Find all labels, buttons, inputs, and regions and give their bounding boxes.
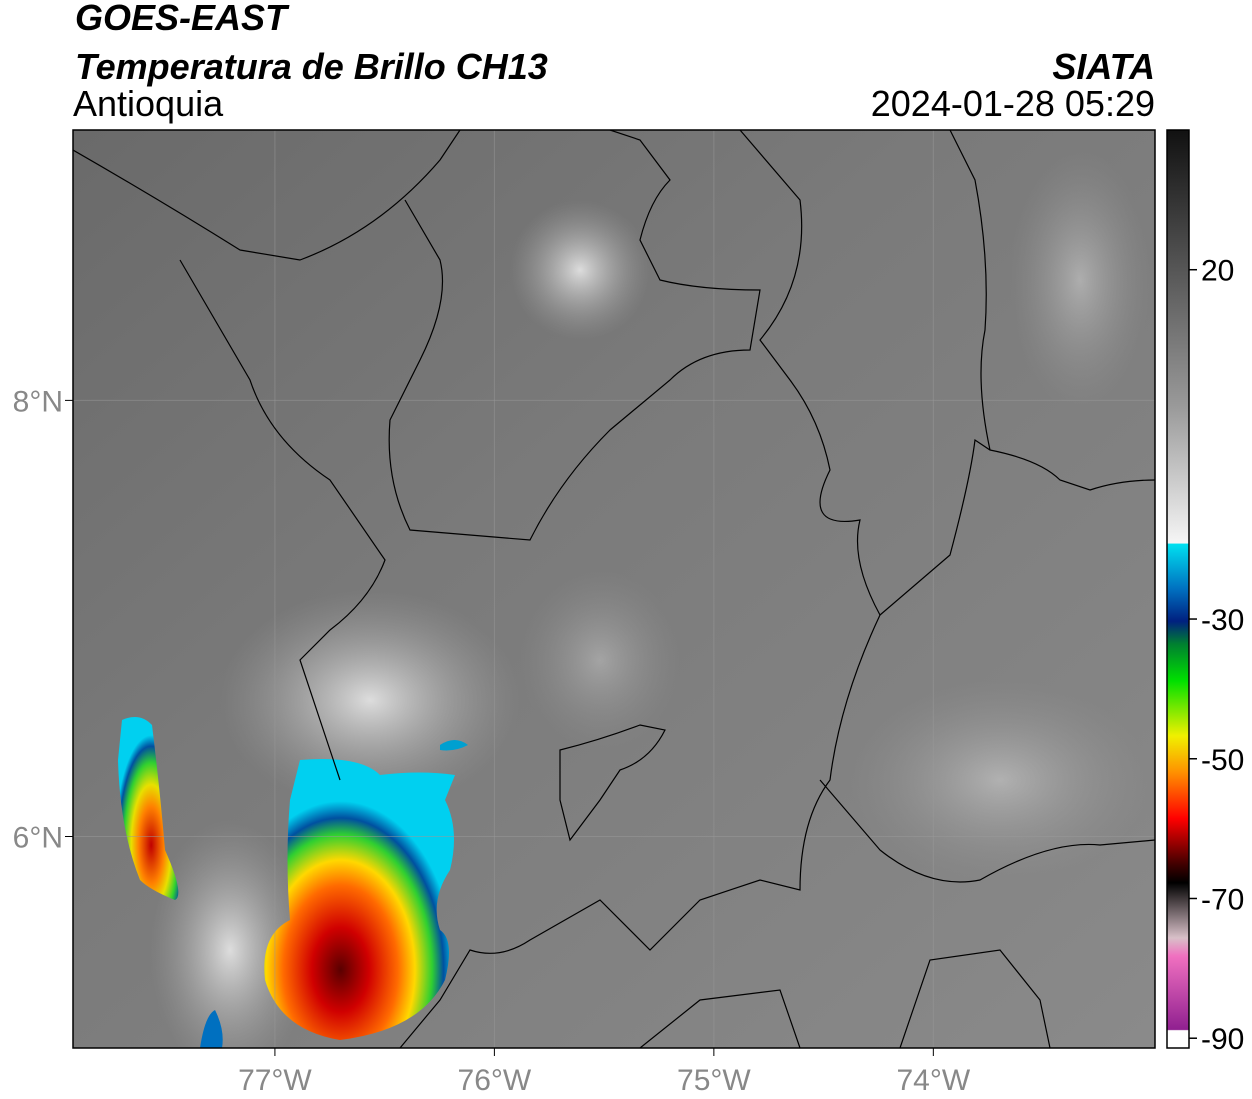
cloud xyxy=(220,590,520,810)
lon-label: 75°W xyxy=(677,1064,751,1097)
title: GOES-EAST xyxy=(75,0,290,38)
border xyxy=(739,130,1155,616)
border xyxy=(819,779,1155,883)
colorbar-label: -90 xyxy=(1201,1023,1244,1056)
lat-label: 8°N xyxy=(13,385,63,418)
colorbar xyxy=(1166,129,1190,1049)
lon-label: 74°W xyxy=(896,1064,970,1097)
storm-cell xyxy=(200,1010,223,1048)
border xyxy=(559,724,666,842)
colorbar-label: -70 xyxy=(1201,883,1244,916)
cloud xyxy=(510,200,650,340)
source: SIATA xyxy=(1052,46,1155,87)
map-frame xyxy=(72,129,1156,1049)
datetime: 2024-01-28 05:29 xyxy=(871,83,1155,124)
storm-cell xyxy=(440,740,468,751)
border xyxy=(399,614,881,1048)
lat-label: 6°N xyxy=(13,821,63,854)
cloud xyxy=(520,570,680,750)
border xyxy=(388,130,761,541)
colorbar-label: -50 xyxy=(1201,744,1244,777)
lon-label: 76°W xyxy=(458,1064,532,1097)
border xyxy=(899,949,1051,1048)
colorbar-label: -30 xyxy=(1201,604,1244,637)
cloud xyxy=(1010,150,1150,410)
colorbar-label: 20 xyxy=(1201,255,1234,288)
region: Antioquia xyxy=(73,83,224,124)
axis-labels: 8°N 6°N 77°W 76°W 75°W 74°W 20 -30 -50 -70 -90 xyxy=(13,255,1245,1097)
coastline xyxy=(179,259,386,781)
border xyxy=(949,130,991,451)
storm-cell xyxy=(264,759,455,1040)
coastline xyxy=(73,130,461,261)
lon-label: 77°W xyxy=(238,1064,312,1097)
grid xyxy=(73,130,1155,1048)
cloud xyxy=(850,680,1150,880)
subtitle: Temperatura de Brillo CH13 xyxy=(75,46,548,87)
storm-cell xyxy=(118,716,179,900)
imagery xyxy=(73,130,1155,1048)
border xyxy=(639,989,801,1048)
